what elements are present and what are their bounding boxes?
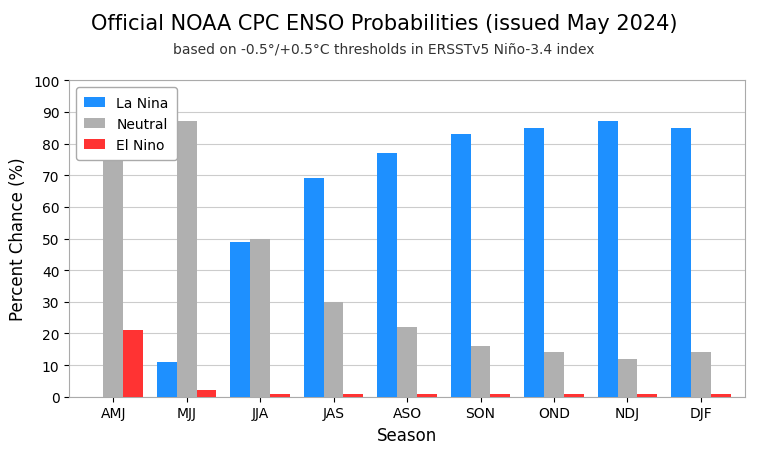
Bar [197,391,217,397]
Bar [270,394,290,397]
Bar [691,353,711,397]
Bar [471,346,491,397]
Bar [417,394,437,397]
Bar [250,239,270,397]
Bar [123,331,143,397]
Bar [343,394,363,397]
Bar [491,394,510,397]
Text: Official NOAA CPC ENSO Probabilities (issued May 2024): Official NOAA CPC ENSO Probabilities (is… [91,14,677,33]
Bar [304,179,323,397]
Text: based on -0.5°/+0.5°C thresholds in ERSSTv5 Niño-3.4 index: based on -0.5°/+0.5°C thresholds in ERSS… [174,43,594,57]
Bar [451,135,471,397]
Bar [103,147,123,397]
Bar [397,327,417,397]
X-axis label: Season: Season [377,426,437,444]
Bar [177,122,197,397]
Bar [377,154,397,397]
Bar [323,302,343,397]
Legend: La Nina, Neutral, El Nino: La Nina, Neutral, El Nino [76,88,177,161]
Bar [671,129,691,397]
Y-axis label: Percent Chance (%): Percent Chance (%) [9,157,28,321]
Bar [564,394,584,397]
Title: Official NOAA CPC ENSO Probabilities (issued May 2024)
based on -0.5°/+0.5°C thr: Official NOAA CPC ENSO Probabilities (is… [0,450,1,451]
Bar [544,353,564,397]
Bar [637,394,657,397]
Bar [525,129,544,397]
Bar [157,362,177,397]
Bar [711,394,730,397]
Bar [617,359,637,397]
Bar [598,122,617,397]
Bar [230,242,250,397]
